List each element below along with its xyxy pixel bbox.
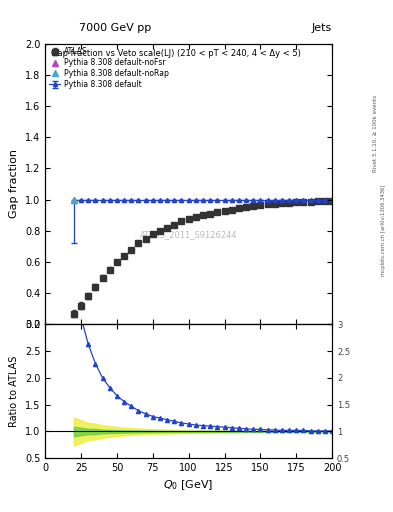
- Text: Jets: Jets: [312, 23, 332, 33]
- Text: 7000 GeV pp: 7000 GeV pp: [79, 23, 151, 33]
- Y-axis label: Gap fraction: Gap fraction: [9, 150, 19, 219]
- Y-axis label: Ratio to ATLAS: Ratio to ATLAS: [9, 356, 19, 427]
- Text: Gap fraction vs Veto scale(LJ) (210 < pT < 240, 4 < Δy < 5): Gap fraction vs Veto scale(LJ) (210 < pT…: [51, 49, 301, 58]
- X-axis label: $Q_0$ [GeV]: $Q_0$ [GeV]: [163, 479, 214, 493]
- Legend: ATLAS, Pythia 8.308 default-noFsr, Pythia 8.308 default-noRap, Pythia 8.308 defa: ATLAS, Pythia 8.308 default-noFsr, Pythi…: [48, 46, 170, 91]
- Text: mcplots.cern.ch [arXiv:1306.3436]: mcplots.cern.ch [arXiv:1306.3436]: [381, 185, 386, 276]
- Text: Rivet 3.1.10, ≥ 100k events: Rivet 3.1.10, ≥ 100k events: [373, 95, 378, 172]
- Text: ATLAS_2011_S9126244: ATLAS_2011_S9126244: [140, 230, 237, 239]
